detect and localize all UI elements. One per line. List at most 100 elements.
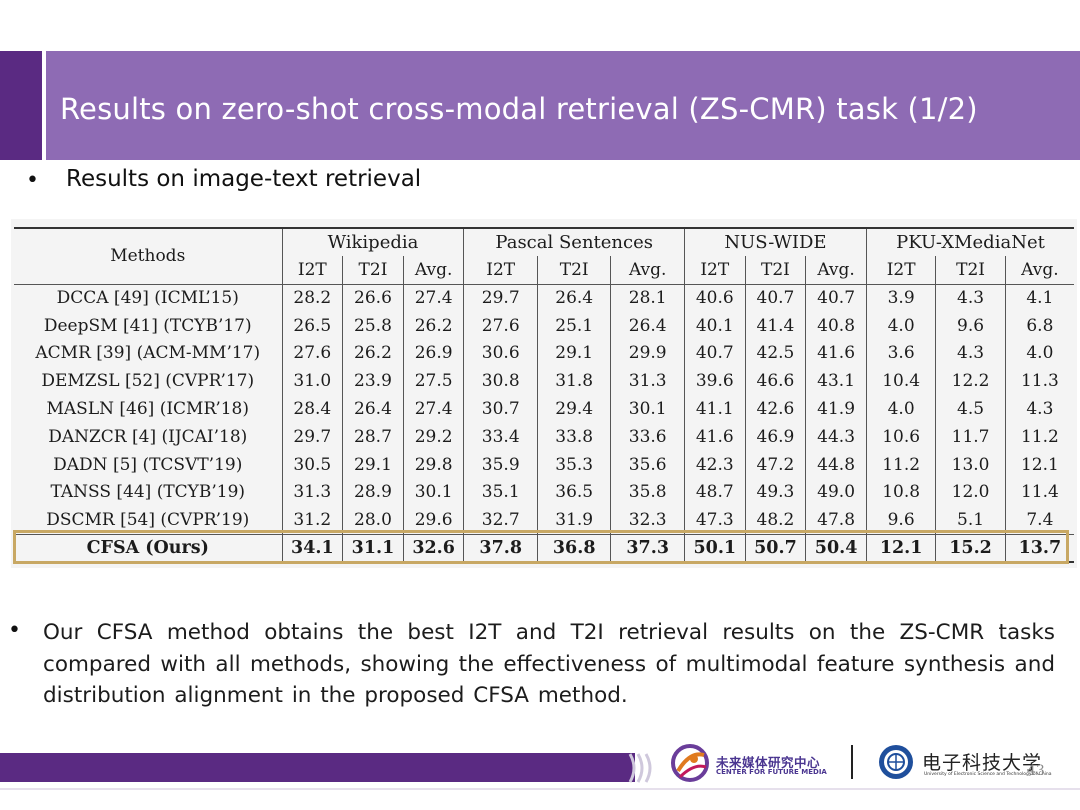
university-name-en: University of Electronic Science and Tec… [924,772,1052,777]
value-cell: 10.4 [865,367,936,396]
value-cell: 50.1 [683,533,746,563]
value-cell: 46.6 [744,367,806,396]
value-cell: 11.4 [1004,478,1074,507]
value-cell: 29.7 [463,284,538,312]
value-cell: 49.0 [805,478,867,507]
value-cell: 35.3 [536,450,611,479]
method-cell: DEMZSL [52] (CVPR’17) [41,371,255,392]
value-cell: 26.5 [281,311,343,340]
ccm-logo-icon [671,744,709,782]
value-cell: 4.1 [1004,284,1074,312]
value-cell: 15.2 [935,533,1006,563]
metric-header: Avg. [1004,256,1074,285]
value-cell: 35.1 [463,478,538,507]
value-cell: 40.1 [683,311,746,340]
value-cell: 6.8 [1004,311,1074,340]
value-cell: 31.8 [536,367,611,396]
value-cell: 46.9 [744,422,806,451]
title-bar [46,51,1080,160]
method-cell: DeepSM [41] (TCYB’17) [43,315,252,336]
value-cell: 40.7 [805,284,867,312]
value-cell: 10.6 [865,422,936,451]
value-cell: 31.3 [281,478,343,507]
table-row: MASLN [46] (ICMR’18) 28.4 26.4 27.4 30.7 29.4… [14,395,1074,423]
value-cell: 26.9 [402,339,464,368]
value-cell: 30.1 [610,395,685,423]
value-cell: 4.3 [935,339,1006,368]
value-cell: 31.3 [610,367,685,396]
ccm-name-cn: 未来媒体研究中心 [716,755,821,770]
value-cell: 41.6 [683,422,746,451]
method-cell: DCCA [49] (ICML’15) [56,288,239,309]
value-cell: 4.5 [935,395,1006,423]
value-cell: 35.8 [610,478,685,507]
value-cell: 28.1 [610,284,685,312]
value-cell: 30.5 [281,450,343,479]
value-cell: 31.2 [281,506,343,535]
metric-header: I2T [463,256,538,285]
value-cell: 40.6 [683,284,746,312]
value-cell: 29.2 [402,422,464,451]
value-cell: 30.7 [463,395,538,423]
value-cell: 11.2 [865,450,936,479]
results-table-panel: Methods Wikipedia Pascal Sentences NUS-W… [11,219,1077,568]
metric-header: I2T [281,256,343,285]
value-cell: 47.8 [805,506,867,535]
value-cell: 48.2 [744,506,806,535]
value-cell: 35.6 [610,450,685,479]
value-cell: 5.1 [935,506,1006,535]
method-cell: DANZCR [4] (IJCAI’18) [48,426,248,447]
value-cell: 47.3 [683,506,746,535]
value-cell: 36.5 [536,478,611,507]
value-cell: 25.8 [342,311,404,340]
value-cell: 31.1 [342,533,404,563]
value-cell: 31.0 [281,367,343,396]
value-cell: 26.4 [610,311,685,340]
value-cell: 10.8 [865,478,936,507]
value-cell: 33.4 [463,422,538,451]
value-cell: 9.6 [865,506,936,535]
table-row: DANZCR [4] (IJCAI’18) 29.7 28.7 29.2 33.4 33.… [14,422,1074,451]
value-cell: 50.7 [744,533,806,563]
value-cell: 26.6 [342,284,404,312]
metric-header: T2I [536,256,611,285]
value-cell: 29.6 [402,506,464,535]
table-row: DADN [5] (TCSVT’19) 30.5 29.1 29.8 35.9 35.3 3… [14,450,1074,479]
value-cell: 4.0 [865,395,936,423]
method-cell: TANSS [44] (TCYB’19) [50,482,246,503]
value-cell: 27.5 [402,367,464,396]
value-cell: 48.7 [683,478,746,507]
footer-bar [0,753,635,782]
value-cell: 41.1 [683,395,746,423]
value-cell: 4.3 [1004,395,1074,423]
value-cell: 32.3 [610,506,685,535]
value-cell: 30.8 [463,367,538,396]
value-cell: 27.4 [402,284,464,312]
value-cell: 42.3 [683,450,746,479]
value-cell: 25.1 [536,311,611,340]
value-cell: 4.0 [1004,339,1074,368]
value-cell: 13.0 [935,450,1006,479]
page-number: 43 [1027,763,1045,779]
value-cell: 28.0 [342,506,404,535]
dataset-header: Wikipedia [281,227,464,256]
method-cell: DSCMR [54] (CVPR’19) [46,510,250,531]
value-cell: 40.7 [683,339,746,368]
metric-header: I2T [683,256,746,285]
value-cell: 9.6 [935,311,1006,340]
value-cell: 28.4 [281,395,343,423]
method-cell: DADN [5] (TCSVT’19) [53,454,243,475]
value-cell: 33.8 [536,422,611,451]
value-cell: 43.1 [805,367,867,396]
university-name-cn: 电子科技大学 [922,752,1043,774]
value-cell: 29.4 [536,395,611,423]
value-cell: 30.1 [402,478,464,507]
value-cell: 42.5 [744,339,806,368]
value-cell: 50.4 [805,533,867,563]
metric-header: Avg. [610,256,685,285]
value-cell: 49.3 [744,478,806,507]
value-cell: 29.7 [281,422,343,451]
footer-line [0,788,1080,790]
value-cell: 40.7 [744,284,806,312]
conclusion-text: Our CFSA method obtains the best I2T and… [43,620,1055,708]
